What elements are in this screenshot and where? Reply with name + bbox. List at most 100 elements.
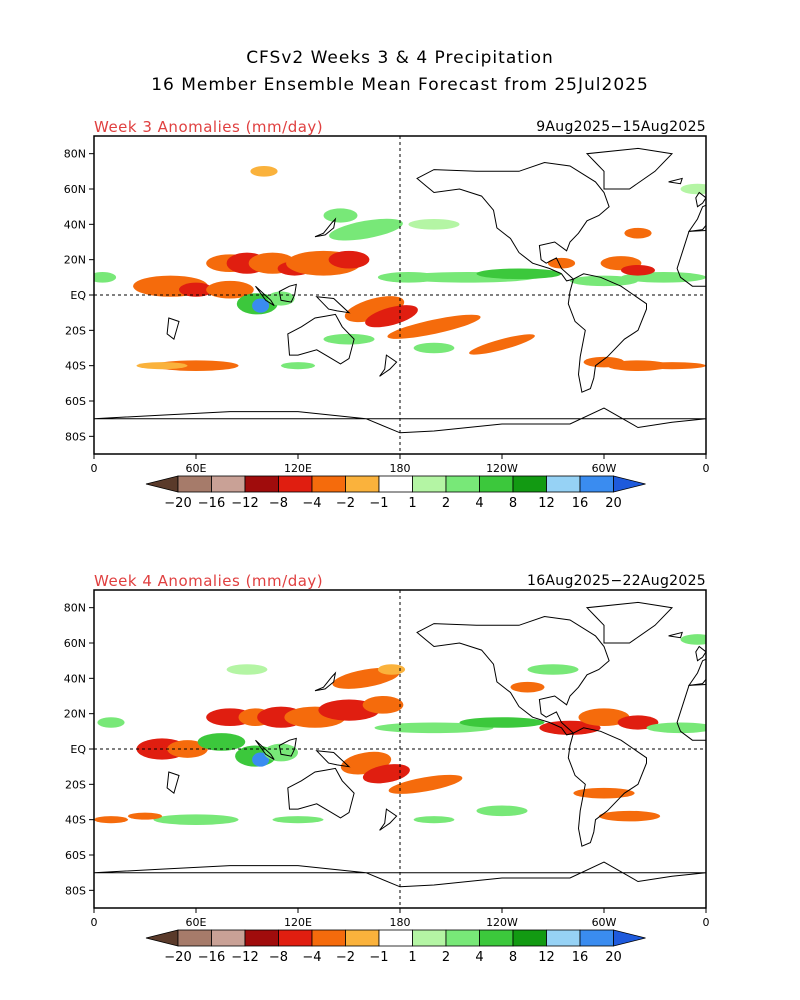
- colorbar-label: −12: [231, 950, 258, 965]
- colorbar-label: 12: [538, 950, 555, 965]
- lat-tick-label: 80S: [65, 430, 86, 443]
- lon-tick-label: 120W: [486, 462, 518, 475]
- anomaly-patch: [226, 664, 268, 675]
- colorbar-swatch: [345, 475, 380, 493]
- anomaly-patch: [638, 362, 706, 370]
- anomaly-patch: [252, 752, 270, 767]
- anomaly-patch: [573, 787, 635, 799]
- colorbar-swatch: [445, 475, 480, 493]
- anomaly-patch: [374, 722, 494, 734]
- colorbar-label: 4: [475, 950, 483, 965]
- anomaly-patch: [388, 774, 463, 794]
- coastline: [315, 296, 351, 314]
- anomaly-patch: [377, 664, 406, 675]
- colorbar-label: −8: [269, 496, 288, 511]
- week4-date-range: 16Aug2025−22Aug2025: [527, 573, 706, 589]
- coastline: [668, 631, 683, 639]
- coastline: [255, 739, 275, 761]
- colorbar-arrow-left: [145, 475, 179, 493]
- colorbar-label: 2: [442, 950, 450, 965]
- anomaly-patch: [510, 681, 545, 693]
- lat-tick-label: 40S: [65, 814, 86, 827]
- coastline: [379, 808, 398, 831]
- lat-tick-label: 20S: [65, 778, 86, 791]
- anomaly-patch: [598, 810, 661, 822]
- lat-tick-label: EQ: [70, 743, 86, 756]
- anomaly-patch: [476, 268, 562, 280]
- colorbar-label: −2: [336, 496, 355, 511]
- colorbar-arrow-right: [613, 929, 646, 947]
- coastline: [287, 313, 355, 365]
- lon-tick-label: 120E: [284, 916, 312, 929]
- anomaly-patch: [459, 717, 545, 728]
- colorbar-label: 20: [605, 496, 622, 511]
- coastlines: [94, 147, 706, 454]
- colorbar-label: 8: [509, 496, 517, 511]
- colorbar-label: −4: [302, 496, 321, 511]
- colorbar-label: −2: [336, 950, 355, 965]
- anomaly-patch: [680, 183, 706, 195]
- coastline: [314, 217, 337, 238]
- coastline: [668, 177, 683, 185]
- colorbar-swatch: [412, 929, 447, 947]
- lat-tick-label: 60N: [64, 183, 86, 196]
- coastline: [676, 229, 706, 287]
- lat-tick-label: 60S: [65, 395, 86, 408]
- colorbar-swatch: [311, 475, 346, 493]
- coastline: [585, 601, 674, 644]
- colorbar-swatch: [278, 475, 313, 493]
- colorbar-label: −16: [198, 496, 225, 511]
- lon-tick-label: 120E: [284, 462, 312, 475]
- coastline: [314, 671, 337, 692]
- week4-panel-label: Week 4 Anomalies (mm/day): [94, 572, 324, 590]
- anomaly-patch: [97, 717, 125, 728]
- colorbar-label: 1: [408, 496, 416, 511]
- colorbar-swatch: [512, 929, 547, 947]
- colorbar-swatch: [244, 475, 279, 493]
- anomaly-patch: [362, 764, 410, 784]
- colorbar-label: −12: [231, 496, 258, 511]
- anomaly-patch: [128, 812, 162, 820]
- anomaly-patch: [365, 305, 418, 328]
- anomaly-patch: [547, 257, 576, 269]
- anomaly-patch: [252, 298, 270, 313]
- lat-tick-label: EQ: [70, 289, 86, 302]
- anomaly-patch: [408, 219, 460, 230]
- coastline: [695, 191, 706, 208]
- coastline: [379, 354, 398, 377]
- coastline: [567, 727, 647, 847]
- colorbar-swatch: [479, 475, 514, 493]
- figure-title-line1: CFSv2 Weeks 3 & 4 Precipitation: [246, 48, 554, 68]
- anomaly-patch: [323, 208, 358, 223]
- anomaly-patch: [272, 816, 324, 824]
- coastline: [567, 273, 647, 393]
- anomaly-patch: [646, 722, 706, 734]
- anomaly-patch: [413, 342, 455, 354]
- colorbar-swatch: [479, 929, 514, 947]
- anomaly-patch: [344, 296, 405, 323]
- anomaly-patch: [94, 272, 117, 283]
- map-panel-week4: 80N 60N 40N 20N EQ 20S 40S 60S 80S 0 60E 120E 180 120…: [64, 589, 710, 929]
- lon-tick-label: 0: [91, 462, 98, 475]
- anomaly-patch: [153, 814, 239, 825]
- colorbar-label: −4: [302, 950, 321, 965]
- anomaly-patch: [197, 733, 246, 751]
- lon-tick-label: 60W: [592, 916, 617, 929]
- colorbar-swatch: [412, 475, 447, 493]
- lon-tick-label: 60E: [186, 916, 207, 929]
- lon-tick-label: 0: [703, 916, 710, 929]
- colorbar-label: −16: [198, 950, 225, 965]
- colorbar-label: −20: [164, 496, 191, 511]
- coastline: [94, 407, 706, 454]
- colorbar-arrow-right: [613, 475, 646, 493]
- anomaly-patch: [328, 250, 370, 269]
- anomaly-patch: [527, 664, 579, 675]
- lon-tick-label: 120W: [486, 916, 518, 929]
- colorbar-label: 4: [475, 496, 483, 511]
- colorbar-label: −8: [269, 950, 288, 965]
- colorbar-swatch: [579, 475, 614, 493]
- colorbar-label: 2: [442, 496, 450, 511]
- coastline: [585, 147, 674, 190]
- colorbar-swatch: [311, 929, 346, 947]
- lat-tick-label: 40N: [64, 672, 86, 685]
